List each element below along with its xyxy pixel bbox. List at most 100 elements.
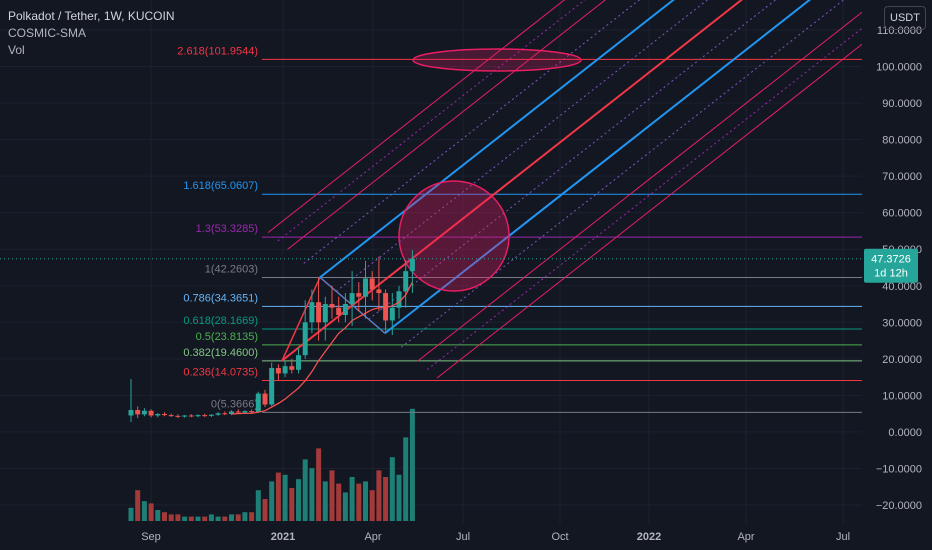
pitchfork-outer-dotted <box>277 0 586 242</box>
volume-bar <box>229 514 234 521</box>
volume-bar <box>349 477 355 521</box>
volume-bar <box>275 472 281 521</box>
fib-level-label: 0(5.3666) <box>211 398 258 410</box>
fib-level-label: 1.3(53.3285) <box>196 223 258 235</box>
candle-body <box>329 304 335 308</box>
volume-bar <box>282 474 288 521</box>
volume-bar <box>389 457 395 521</box>
candlestick-series <box>128 249 415 423</box>
volume-bars <box>128 408 415 521</box>
candle-body <box>309 302 315 323</box>
candle-body <box>296 355 301 370</box>
volume-bar <box>255 490 261 521</box>
volume-bar <box>376 470 382 521</box>
time-tick-label: 2021 <box>271 531 295 543</box>
candle-body <box>289 366 295 370</box>
price-tick-label: 0.0000 <box>888 427 922 439</box>
volume-bar <box>249 512 255 521</box>
volume-bar <box>342 492 348 521</box>
fib-level-label: 0.618(28.1669) <box>183 315 258 327</box>
highlight-ellipse <box>412 48 582 72</box>
candle-body <box>403 271 409 292</box>
candle-body <box>242 411 248 413</box>
volume-bar <box>336 483 342 521</box>
price-tick-label: 60.0000 <box>882 208 922 220</box>
candle-body <box>302 322 308 356</box>
candle-body <box>155 414 161 416</box>
price-tick-label: −20.0000 <box>876 500 922 512</box>
fib-level-label: 1.618(65.0607) <box>183 180 258 192</box>
candle-body <box>141 410 147 415</box>
volume-bar <box>296 479 301 521</box>
volume-bar <box>182 516 188 521</box>
volume-bar <box>403 437 409 521</box>
volume-bar <box>175 514 181 521</box>
candle-body <box>188 415 194 417</box>
pitchfork-inner-dotted <box>303 0 641 264</box>
volume-bar <box>369 490 375 521</box>
candle-body <box>409 258 415 272</box>
pitchfork-median-line <box>281 0 743 362</box>
time-tick-label: 2022 <box>637 531 661 543</box>
volume-bar <box>289 488 295 521</box>
chart-legend: Polkadot / Tether, 1W, KUCOIN COSMIC-SMA… <box>8 8 175 59</box>
volume-bar <box>309 468 315 521</box>
volume-bar <box>396 474 402 521</box>
volume-bar <box>302 459 308 521</box>
last-price-badge-bg <box>864 248 918 283</box>
time-tick-label: Sep <box>141 531 161 543</box>
candle-body <box>389 307 395 321</box>
candle-body <box>336 307 342 315</box>
time-axis[interactable]: Sep 2021 Apr Jul Oct 2022 Apr Jul <box>0 524 932 550</box>
candle-body <box>383 293 389 321</box>
volume-bar <box>202 516 208 521</box>
price-tick-label: 40.0000 <box>882 281 922 293</box>
candle-body <box>215 413 221 415</box>
price-tick-label: 10.0000 <box>882 390 922 402</box>
candle-body <box>349 293 355 305</box>
price-tick-label: 70.0000 <box>882 171 922 183</box>
pitchfork-drawing[interactable] <box>267 0 932 379</box>
candle-body <box>195 415 201 417</box>
volume-bar <box>409 408 415 521</box>
last-price-badge: 47.3726 1d 12h <box>864 248 918 283</box>
pitchfork-outer-line <box>436 43 862 379</box>
fib-level-label: 0.786(34.3651) <box>183 292 258 304</box>
volume-bar <box>188 516 194 521</box>
fib-retracement[interactable]: 0(5.3666) 0.236(14.0735) 0.382(19.4600) 0.5… <box>177 45 862 413</box>
grid-lines <box>0 0 862 524</box>
candle-body <box>235 411 241 413</box>
candle-body <box>322 304 328 323</box>
candle-body <box>262 393 268 405</box>
price-tick-label: 100.0000 <box>876 62 922 74</box>
currency-button[interactable]: USDT <box>884 6 926 30</box>
symbol-title[interactable]: Polkadot / Tether, 1W, KUCOIN <box>8 9 175 23</box>
candle-body <box>255 393 261 413</box>
candle-body <box>128 410 134 416</box>
volume-bar <box>383 477 389 521</box>
fib-level-label: 0.382(19.4600) <box>183 347 258 359</box>
volume-bar <box>329 470 335 521</box>
fib-level-label: 0.5(23.8135) <box>196 331 258 343</box>
volume-bar <box>148 503 154 521</box>
highlight-shapes[interactable] <box>398 48 582 292</box>
volume-bar <box>269 481 275 521</box>
bar-countdown: 1d 12h <box>874 268 908 280</box>
time-tick-label: Jul <box>836 531 850 543</box>
volume-bar <box>356 483 362 521</box>
candle-body <box>202 415 208 417</box>
volume-bar <box>322 481 328 521</box>
indicator-label-sma[interactable]: COSMIC-SMA <box>8 26 86 40</box>
price-tick-label: 20.0000 <box>882 354 922 366</box>
volume-bar <box>128 507 134 521</box>
time-tick-label: Apr <box>737 531 754 543</box>
indicator-label-volume[interactable]: Vol <box>8 43 25 57</box>
candle-body <box>249 411 255 413</box>
volume-bar <box>262 499 268 521</box>
pitchfork-outer-line <box>287 0 606 250</box>
time-axis-bg <box>0 524 932 550</box>
price-tick-label: −10.0000 <box>876 463 922 475</box>
candle-body <box>369 278 375 290</box>
candle-body <box>396 291 402 308</box>
